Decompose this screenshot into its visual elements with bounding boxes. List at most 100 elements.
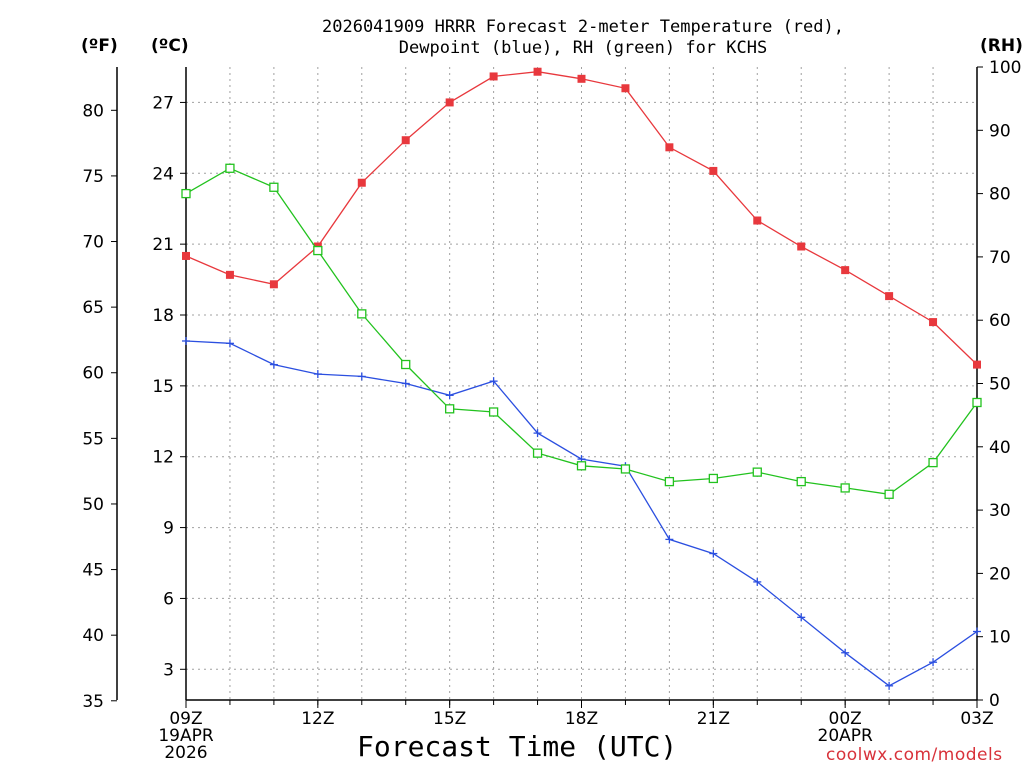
temperature-point: [577, 74, 586, 83]
rh-point: [840, 483, 850, 493]
rh-point: [401, 359, 411, 370]
dewpoint-point: [797, 613, 806, 622]
rh-point: [532, 448, 543, 458]
rh-point: [445, 404, 455, 414]
x-tick-label: 19APR: [158, 726, 214, 746]
x-axis-label: Forecast Time (UTC): [357, 730, 678, 763]
dewpoint-point: [709, 549, 718, 558]
dewpoint-point: [401, 379, 410, 388]
chart-title-line-1: 2026041909 HRRR Forecast 2-meter Tempera…: [322, 17, 844, 37]
rh-point: [664, 476, 675, 487]
celsius-tick-label: 12: [152, 448, 174, 468]
fahrenheit-tick-label: 70: [82, 233, 104, 253]
x-tick-label: 03Z: [960, 709, 993, 729]
celsius-axis-label: (ºC): [151, 36, 189, 56]
rh-point: [488, 407, 499, 417]
fahrenheit-tick-label: 75: [82, 167, 104, 187]
celsius-tick-label: 24: [152, 164, 174, 184]
temperature-point: [709, 166, 718, 175]
fahrenheit-tick-label: 55: [82, 429, 104, 449]
celsius-tick-label: 3: [163, 660, 174, 680]
rh-point: [269, 182, 279, 192]
temperature-point: [269, 280, 278, 289]
fahrenheit-axis-label: (ºF): [81, 36, 118, 56]
rh-point: [928, 457, 938, 468]
temperature-point: [621, 84, 630, 93]
fahrenheit-tick-label: 50: [82, 495, 104, 515]
rh-tick-label: 10: [989, 628, 1011, 648]
dewpoint-point: [489, 377, 498, 386]
x-tick-label: 21Z: [697, 709, 730, 729]
temperature-point: [973, 360, 981, 369]
dewpoint-point: [973, 627, 981, 636]
rh-point: [181, 188, 191, 199]
temperature-point: [753, 216, 762, 225]
rh-point: [708, 473, 718, 484]
x-tick-label: 09Z: [169, 709, 202, 729]
x-tick-label: 18Z: [565, 709, 598, 729]
celsius-tick-label: 27: [152, 93, 174, 113]
rh-tick-label: 80: [989, 185, 1011, 205]
x-tick-label: 2026: [164, 743, 207, 763]
temperature-point: [885, 292, 894, 301]
dewpoint-point: [885, 681, 894, 690]
temperature-point: [357, 178, 366, 187]
rh-point: [620, 464, 631, 474]
rh-point: [357, 309, 367, 319]
dewpoint-point: [753, 577, 762, 586]
dewpoint-point: [313, 370, 322, 379]
temperature-point: [182, 251, 190, 260]
x-tick-label: 20APR: [818, 726, 874, 746]
fahrenheit-tick-label: 40: [82, 626, 104, 646]
fahrenheit-tick-label: 80: [82, 101, 104, 121]
temperature-point: [929, 318, 938, 327]
dewpoint-point: [533, 429, 542, 438]
rh-point: [225, 163, 235, 173]
rh-point: [972, 397, 982, 408]
rh-tick-label: 0: [989, 691, 1000, 711]
celsius-tick-label: 21: [152, 235, 174, 255]
dewpoint-point: [445, 391, 454, 400]
fahrenheit-tick-label: 65: [82, 298, 104, 318]
fahrenheit-tick-label: 35: [82, 692, 104, 712]
temperature-point: [797, 242, 806, 251]
rh-tick-label: 20: [989, 564, 1011, 584]
rh-tick-label: 90: [989, 121, 1011, 141]
rh-axis-label: (RH): [980, 36, 1023, 56]
rh-point: [313, 245, 323, 256]
rh-tick-label: 40: [989, 438, 1011, 458]
temperature-point: [445, 98, 454, 107]
celsius-tick-label: 6: [163, 589, 174, 609]
rh-point: [752, 467, 762, 477]
rh-tick-label: 30: [989, 501, 1011, 521]
dewpoint-point: [182, 336, 190, 345]
watermark: coolwx.com/models: [826, 745, 1003, 765]
x-tick-label: 15Z: [433, 709, 466, 729]
dewpoint-point: [841, 648, 850, 657]
rh-point: [796, 476, 806, 487]
chart-title-line-2: Dewpoint (blue), RH (green) for KCHS: [398, 38, 768, 58]
x-tick-label: 12Z: [301, 709, 334, 729]
temperature-point: [665, 143, 674, 152]
rh-point: [576, 461, 587, 471]
rh-point: [884, 489, 894, 499]
dewpoint-point: [929, 658, 938, 667]
temperature-point: [401, 136, 410, 145]
celsius-tick-label: 9: [163, 519, 174, 539]
fahrenheit-tick-label: 45: [82, 561, 104, 581]
dewpoint-point: [225, 339, 234, 348]
temperature-point: [489, 72, 498, 81]
grid-lines: [186, 67, 977, 700]
rh-tick-label: 70: [989, 248, 1011, 268]
temperature-point: [225, 270, 234, 279]
dewpoint-point: [269, 360, 278, 369]
data-series: [181, 67, 982, 690]
temperature-point: [841, 266, 850, 275]
x-tick-label: 00Z: [829, 709, 862, 729]
dewpoint-point: [357, 372, 366, 381]
celsius-tick-label: 18: [152, 306, 174, 326]
temperature-point: [533, 67, 542, 76]
celsius-tick-label: 15: [152, 377, 174, 397]
dewpoint-point: [665, 535, 674, 544]
